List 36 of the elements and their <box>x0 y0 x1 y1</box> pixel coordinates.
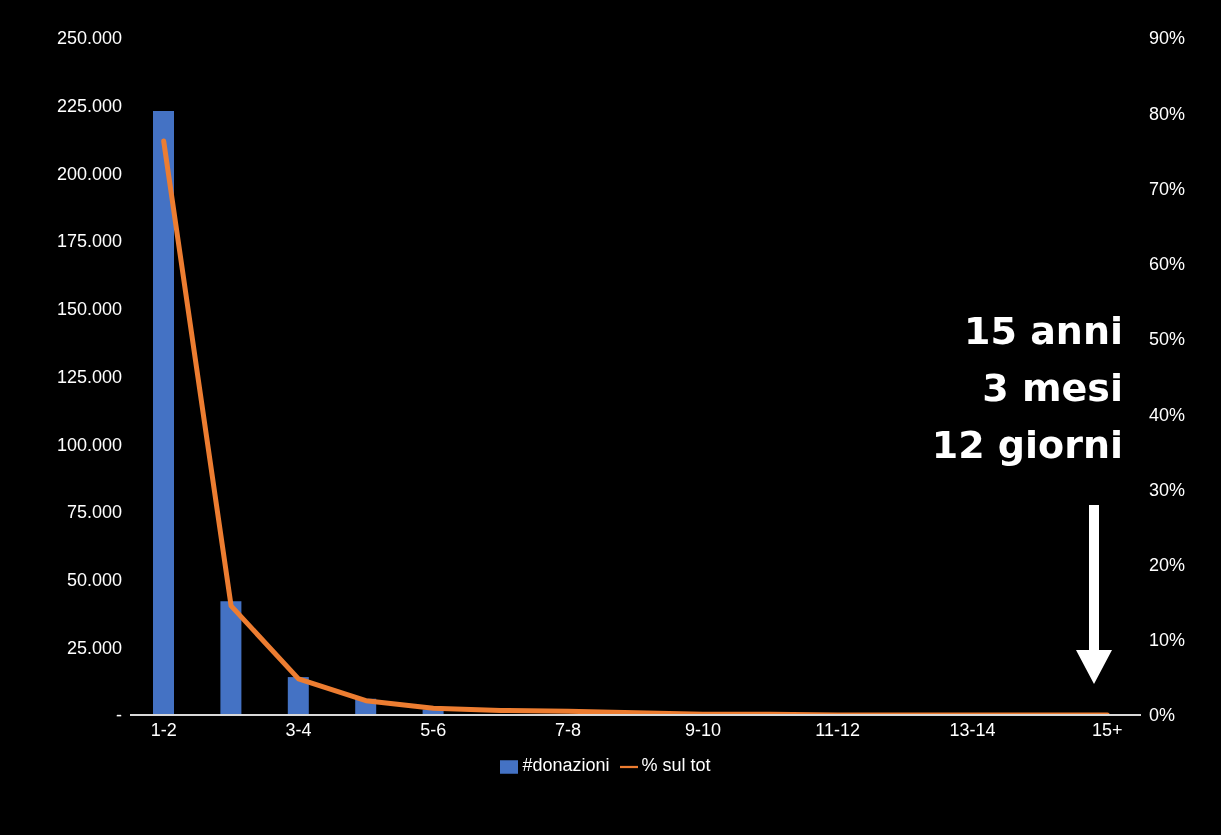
y-tick-label: 125.000 <box>56 366 122 387</box>
y2-tick-label: 20% <box>1149 554 1186 575</box>
x-tick-label: 13-14 <box>949 719 996 740</box>
y2-tick-label: 80% <box>1149 103 1186 124</box>
y2-tick-label: 30% <box>1149 479 1186 500</box>
annotation: 12 giorni <box>931 422 1123 469</box>
y-tick-label: 50.000 <box>66 569 122 590</box>
x-tick-label: 5-6 <box>420 719 447 740</box>
x-tick-label: 7-8 <box>555 719 582 740</box>
y2-tick-label: 60% <box>1149 254 1186 275</box>
y2-tick-label: 10% <box>1149 630 1186 651</box>
y-tick-label: 25.000 <box>66 637 122 658</box>
y-tick-label: 100.000 <box>56 434 122 455</box>
y-tick-label: 175.000 <box>56 231 122 252</box>
y2-tick-label: 70% <box>1149 178 1186 199</box>
x-tick-label: 3-4 <box>285 719 312 740</box>
y-tick-label: 200.000 <box>56 163 122 184</box>
y2-tick-label: 0% <box>1149 705 1176 726</box>
x-tick-label: 15+ <box>1092 719 1123 740</box>
y-tick-label: 75.000 <box>66 502 122 523</box>
bar <box>153 111 174 715</box>
x-tick-label: 11-12 <box>815 719 861 740</box>
y-tick-label: 250.000 <box>56 28 122 49</box>
bar <box>220 601 242 715</box>
annotation: 15 anni <box>963 308 1123 355</box>
annotation: 3 mesi <box>981 365 1123 412</box>
legend-label: % sul tot <box>641 755 711 775</box>
y2-tick-label: 40% <box>1149 404 1186 425</box>
x-tick-label: 1-2 <box>150 719 177 740</box>
y-tick-label: - <box>116 705 122 726</box>
y2-tick-label: 90% <box>1149 28 1186 49</box>
legend-label: #donazioni <box>522 755 610 775</box>
y2-tick-label: 50% <box>1149 329 1186 350</box>
y-tick-label: 150.000 <box>56 299 122 320</box>
x-tick-label: 9-10 <box>684 719 721 740</box>
y-tick-label: 225.000 <box>56 96 122 117</box>
